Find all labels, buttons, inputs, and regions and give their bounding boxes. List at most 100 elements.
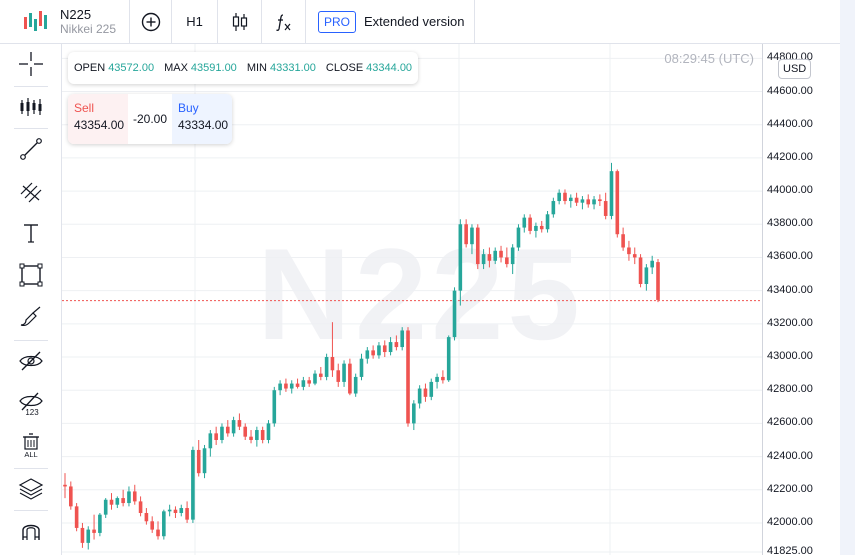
extended-version-button[interactable]: PRO Extended version [306,0,476,43]
candle-body [603,201,608,216]
crosshair-tool[interactable] [14,47,48,81]
symbol-selector[interactable]: N225 Nikkei 225 [0,0,130,43]
buy-button[interactable]: Buy 43334.00 [172,94,232,144]
drawing-toolbar: 123 ALL [0,44,62,555]
candle-body [627,247,631,255]
candle-body [278,383,282,391]
symbol-name: N225 [60,6,92,22]
candle-body [156,529,160,537]
candle-body [150,521,155,530]
candle-body [353,376,358,394]
candle-body [324,357,329,377]
price-axis[interactable]: 44800.00 44600.00 44400.00 44200.00 44000.00… [762,44,840,555]
candle-body [435,376,439,382]
candle-body [516,227,521,248]
candle-body [342,363,346,382]
candle-body [191,449,195,520]
candle-body [185,508,189,520]
currency-badge[interactable]: USD [778,59,812,79]
price-tick-label: 42200.00 [767,482,813,495]
candle-body [69,486,73,507]
rectangle-tool[interactable] [14,258,48,292]
close-value: 43344.00 [366,62,413,74]
candle-body [598,199,602,202]
candle-body [388,342,393,353]
candle-body [173,509,178,514]
toolbar-divider [14,510,48,511]
interval-button[interactable]: H1 [172,0,218,43]
price-tick-label: 44000.00 [767,184,813,197]
fib-tool[interactable] [14,174,48,208]
candle-body [522,217,527,228]
crosshair-icon [19,52,43,76]
candle-body [609,171,614,216]
text-icon [24,224,38,243]
candle-body [371,350,375,356]
magnet-icon [22,524,40,540]
candle-body [563,192,567,202]
candle-body [272,390,277,424]
pro-badge: PRO [318,10,357,33]
trend-line-icon [20,138,42,160]
candle-body [656,262,660,300]
candle-body [487,254,492,261]
hide-values-tool[interactable]: 123 [14,386,48,420]
symbol-description: Nikkei 225 [60,21,117,36]
candle-body [638,257,643,285]
indicators-icon [20,98,42,116]
brush-icon [20,306,41,326]
layers-tool[interactable] [14,472,48,506]
right-scrollbar[interactable] [840,0,855,555]
candle-body [220,426,224,440]
candle-body [80,527,85,543]
candle-body [441,376,445,381]
sell-price: 43354.00 [74,118,125,132]
toolbar-divider [14,468,48,469]
buy-price: 43334.00 [178,118,229,132]
sell-label: Sell [74,101,95,115]
candle-body [225,426,230,434]
text-tool[interactable] [14,216,48,250]
candle-body [382,345,387,353]
brush-tool[interactable] [14,300,48,334]
candle-body [249,436,253,440]
candle-body [301,380,306,387]
candle-body [231,420,236,434]
compare-add-button[interactable] [130,0,172,43]
candle-body [336,370,341,382]
magnet-tool[interactable] [14,514,48,548]
time-clock: 08:29:45 (UTC) [664,51,754,66]
candle-body [632,254,637,258]
open-label: OPEN [74,62,106,74]
candle-body [132,491,137,502]
toolbar-divider [14,86,48,87]
candle-body [86,529,91,543]
chart-type-button[interactable] [218,0,262,43]
candle-body [400,330,404,348]
candle-body [528,217,532,231]
candle-body [237,420,242,427]
candle-body [92,529,96,533]
trade-panel: Sell 43354.00 -20.00 Buy 43334.00 [68,94,232,144]
candle-body [650,260,654,268]
candle-body [586,199,591,205]
trend-line-tool[interactable] [14,132,48,166]
hide-drawings-tool[interactable] [14,344,48,378]
candle-body [127,491,131,504]
sell-button[interactable]: Sell 43354.00 [68,94,128,144]
candle-body [458,224,463,291]
candle-body [179,508,184,514]
price-tick-label: 44400.00 [767,117,813,130]
candle-body [243,426,248,437]
candle-body [394,342,399,348]
remove-all-label: ALL [24,450,37,458]
candle-body [348,363,352,394]
remove-all-tool[interactable]: ALL [14,428,48,462]
symbol-watermark: N225 [257,221,584,367]
candle-body [266,423,271,440]
candle-body [284,383,288,389]
indicator-tool[interactable] [14,90,48,124]
chart-pane[interactable]: N225 08:29:45 (UTC) OPEN 43572.00 MAX 43… [62,44,762,555]
indicators-button[interactable] [262,0,306,43]
